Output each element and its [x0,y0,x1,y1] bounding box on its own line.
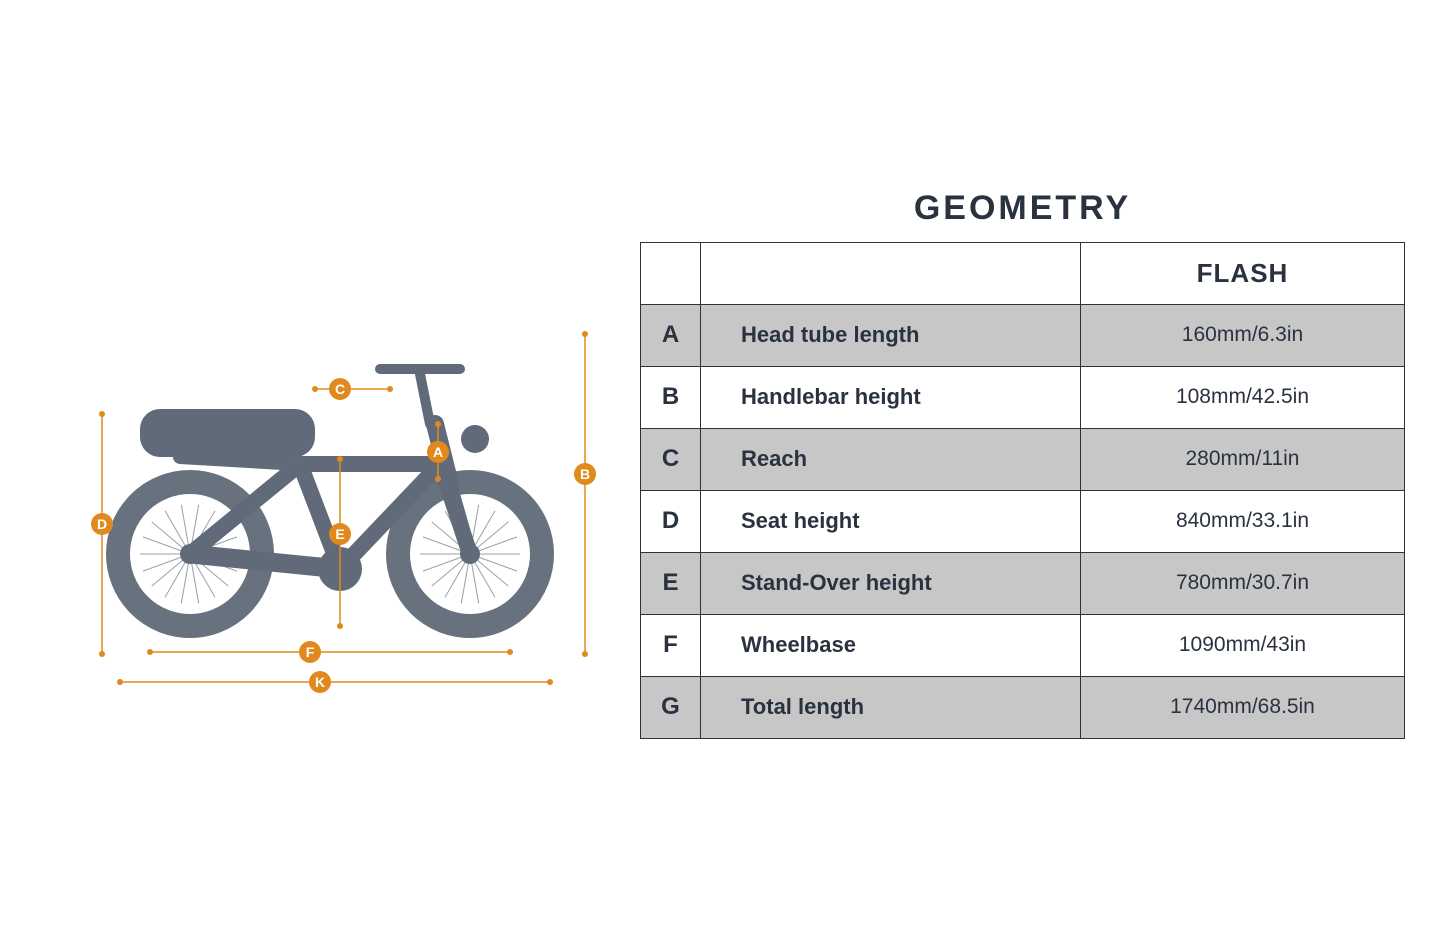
header-value-column: FLASH [1081,242,1405,304]
row-value: 1090mm/43in [1081,614,1405,676]
row-label: Handlebar height [701,366,1081,428]
row-label: Total length [701,676,1081,738]
row-value: 160mm/6.3in [1081,304,1405,366]
row-key: D [641,490,701,552]
table-row: GTotal length1740mm/68.5in [641,676,1405,738]
row-key: C [641,428,701,490]
header-blank-label [701,242,1081,304]
svg-text:F: F [306,644,315,660]
svg-text:C: C [335,381,345,397]
svg-text:B: B [580,466,590,482]
table-row: AHead tube length160mm/6.3in [641,304,1405,366]
row-value: 840mm/33.1in [1081,490,1405,552]
row-key: E [641,552,701,614]
row-value: 1740mm/68.5in [1081,676,1405,738]
svg-text:E: E [335,526,344,542]
table-row: FWheelbase1090mm/43in [641,614,1405,676]
dimension-badge-F: F [299,641,321,663]
geometry-table: FLASH AHead tube length160mm/6.3inBHandl… [640,242,1405,739]
dimension-badge-E: E [329,523,351,545]
table-row: CReach280mm/11in [641,428,1405,490]
row-key: F [641,614,701,676]
dimension-badge-B: B [574,463,596,485]
bike-geometry-diagram: A B C D E FK [40,214,600,714]
svg-text:A: A [433,444,443,460]
row-label: Wheelbase [701,614,1081,676]
row-label: Seat height [701,490,1081,552]
header-blank-key [641,242,701,304]
row-label: Stand-Over height [701,552,1081,614]
dimension-badge-D: D [91,513,113,535]
table-row: BHandlebar height108mm/42.5in [641,366,1405,428]
row-label: Head tube length [701,304,1081,366]
row-value: 780mm/30.7in [1081,552,1405,614]
dimension-badge-A: A [427,441,449,463]
table-row: DSeat height840mm/33.1in [641,490,1405,552]
row-label: Reach [701,428,1081,490]
row-value: 280mm/11in [1081,428,1405,490]
row-value: 108mm/42.5in [1081,366,1405,428]
dimension-badge-C: C [329,378,351,400]
dimension-badge-K: K [309,671,331,693]
row-key: B [641,366,701,428]
svg-text:K: K [315,674,325,690]
geometry-table-panel: GEOMETRY FLASH AHead tube length160mm/6.… [640,189,1405,739]
geometry-title: GEOMETRY [640,189,1405,228]
table-row: EStand-Over height780mm/30.7in [641,552,1405,614]
row-key: A [641,304,701,366]
row-key: G [641,676,701,738]
svg-text:D: D [97,516,107,532]
